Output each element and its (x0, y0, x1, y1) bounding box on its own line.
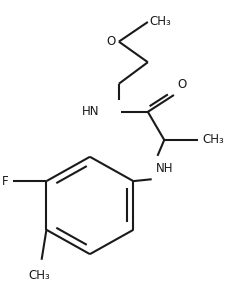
Text: CH₃: CH₃ (201, 133, 223, 146)
Text: O: O (177, 78, 186, 91)
Text: F: F (2, 175, 9, 188)
Text: HN: HN (82, 105, 99, 118)
Text: NH: NH (155, 162, 172, 175)
Text: CH₃: CH₃ (29, 269, 50, 282)
Text: O: O (106, 35, 115, 48)
Text: CH₃: CH₃ (149, 16, 171, 29)
